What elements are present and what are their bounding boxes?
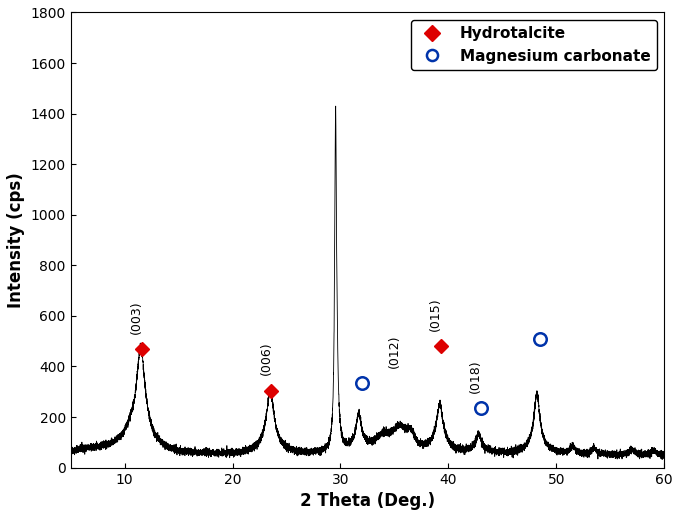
X-axis label: 2 Theta (Deg.): 2 Theta (Deg.)	[300, 492, 435, 510]
Text: (012): (012)	[388, 334, 401, 368]
Text: (003): (003)	[130, 300, 143, 333]
Text: (018): (018)	[469, 359, 482, 392]
Text: (006): (006)	[260, 342, 273, 375]
Text: (015): (015)	[429, 297, 442, 331]
Y-axis label: Intensity (cps): Intensity (cps)	[7, 172, 25, 308]
Legend: Hydrotalcite, Magnesium carbonate: Hydrotalcite, Magnesium carbonate	[411, 20, 657, 70]
